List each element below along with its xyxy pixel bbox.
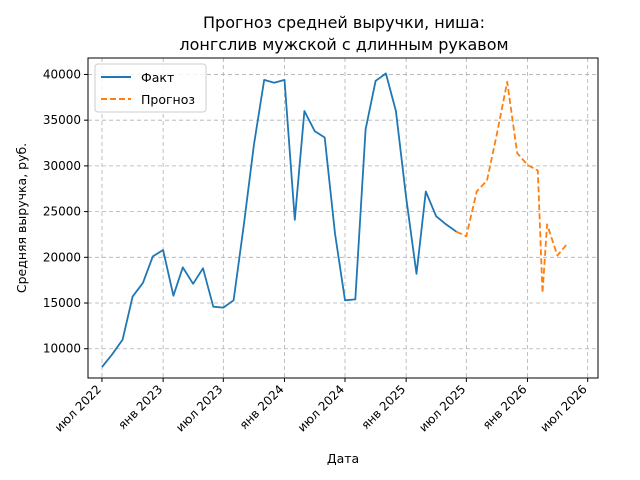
y-tick-label: 35000 [43, 113, 81, 127]
y-axis-label: Средняя выручка, руб. [14, 143, 29, 293]
series-line-fact [101, 72, 457, 368]
series-line-forecast [456, 80, 569, 294]
y-tick-label: 40000 [43, 67, 81, 81]
y-tick-label: 15000 [43, 296, 81, 310]
legend-label-fact: Факт [141, 70, 174, 85]
series-layer [101, 72, 569, 368]
plot-frame [87, 57, 599, 379]
legend: Факт Прогноз [94, 63, 207, 113]
y-tick-label: 20000 [43, 250, 81, 264]
y-tick-label: 25000 [43, 205, 81, 219]
y-tick-label: 30000 [43, 159, 81, 173]
chart-title-line-2: лонгслив мужской с длинным рукавом [179, 35, 508, 54]
chart-title-line-1: Прогноз средней выручки, ниша: [203, 13, 485, 32]
legend-label-forecast: Прогноз [141, 92, 195, 107]
y-axis: 10000 15000 20000 25000 30000 35000 40000 [43, 67, 88, 356]
y-tick-label: 10000 [43, 342, 81, 356]
x-axis-label: Дата [327, 451, 359, 466]
